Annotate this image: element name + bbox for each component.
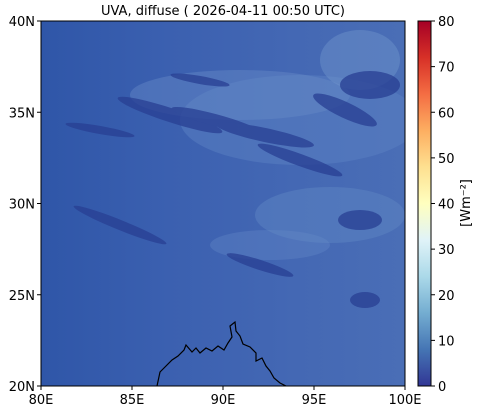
- x-axis: 80E 85E 90E 95E 100E: [29, 386, 422, 408]
- colorbar: 0 10 20 30 40 50 60 70 80 [Wm⁻²]: [417, 15, 474, 395]
- colorbar-tick-label: 60: [438, 106, 455, 121]
- colorbar-tick-label: 20: [438, 289, 455, 304]
- y-axis: 20N 25N 30N 35N 40N: [9, 15, 41, 395]
- colorbar-tick-label: 50: [438, 152, 455, 167]
- colorbar-tick-label: 70: [438, 61, 455, 76]
- diffuse-field: [130, 30, 405, 260]
- x-tick-label: 100E: [388, 393, 421, 408]
- colorbar-tick-label: 40: [438, 198, 455, 213]
- x-tick-label: 90E: [211, 393, 236, 408]
- colorbar-label: [Wm⁻²]: [459, 179, 474, 227]
- colorbar-tick-label: 0: [438, 380, 446, 395]
- y-tick-label: 40N: [9, 15, 35, 30]
- x-tick-label: 80E: [29, 393, 54, 408]
- y-tick-label: 30N: [9, 198, 35, 213]
- colorbar-tick-label: 30: [438, 243, 455, 258]
- colorbar-ticks: 0 10 20 30 40 50 60 70 80: [431, 15, 455, 395]
- map-panel: [41, 21, 405, 386]
- y-tick-label: 20N: [9, 380, 35, 395]
- x-tick-label: 95E: [302, 393, 327, 408]
- colorbar-gradient: [417, 20, 432, 387]
- y-tick-label: 25N: [9, 289, 35, 304]
- colorbar-tick-label: 80: [438, 15, 455, 30]
- cloud-streaks: [65, 71, 400, 308]
- colorbar-tick-label: 10: [438, 334, 455, 349]
- x-tick-label: 85E: [120, 393, 145, 408]
- coastline: [156, 320, 287, 386]
- y-tick-label: 35N: [9, 106, 35, 121]
- figure-title: UVA, diffuse ( 2026-04-11 00:50 UTC): [101, 4, 345, 19]
